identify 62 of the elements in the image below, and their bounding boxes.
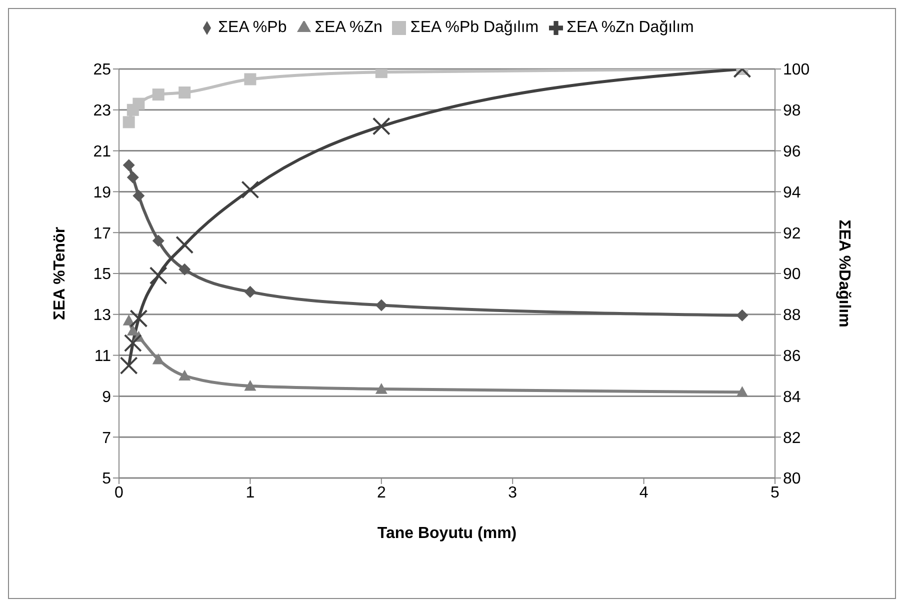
y-tick-label: 21 bbox=[93, 143, 112, 160]
y-tick-label: 5 bbox=[102, 470, 112, 488]
y2-tick-label: 94 bbox=[783, 184, 801, 202]
legend-label: ΣEA %Pb bbox=[218, 19, 287, 36]
y-tick-label: 7 bbox=[102, 430, 112, 447]
y2-tick-label: 86 bbox=[783, 348, 801, 365]
x-tick-label: 1 bbox=[246, 484, 255, 502]
y2-tick-label: 100 bbox=[783, 62, 810, 79]
point bbox=[375, 299, 388, 312]
point bbox=[122, 116, 135, 128]
point bbox=[152, 353, 164, 364]
y-axis-title: ΣEA %Tenör bbox=[52, 226, 69, 320]
y2-tick-label: 98 bbox=[783, 102, 801, 120]
x-tick-label: 0 bbox=[114, 484, 124, 502]
point bbox=[126, 324, 139, 336]
x-tick-label: 5 bbox=[770, 484, 780, 502]
x-tick-label: 4 bbox=[639, 484, 648, 502]
y2-tick-label: 88 bbox=[783, 307, 801, 324]
point bbox=[178, 263, 191, 276]
legend-label: ΣEA %Zn bbox=[314, 19, 382, 36]
point bbox=[176, 236, 194, 254]
point bbox=[122, 159, 135, 172]
point bbox=[178, 370, 191, 381]
point bbox=[736, 386, 748, 397]
point bbox=[132, 98, 145, 110]
point bbox=[122, 314, 135, 326]
point bbox=[241, 180, 260, 199]
x-tick-label: 2 bbox=[376, 484, 386, 502]
point bbox=[244, 380, 256, 391]
y2-tick-label: 90 bbox=[783, 266, 801, 284]
point bbox=[375, 383, 388, 394]
point bbox=[244, 73, 256, 86]
y2-tick-label: 84 bbox=[783, 388, 801, 406]
point bbox=[149, 266, 168, 285]
y-tick-label: 25 bbox=[93, 62, 112, 79]
x-axis-title: Tane Boyutu (mm) bbox=[377, 525, 517, 542]
point bbox=[152, 234, 164, 247]
y2-tick-label: 96 bbox=[783, 143, 801, 160]
point bbox=[132, 190, 145, 202]
y2-tick-label: 80 bbox=[783, 470, 801, 488]
point bbox=[130, 309, 148, 328]
point bbox=[152, 88, 164, 101]
point bbox=[120, 356, 138, 375]
y2-tick-label: 82 bbox=[783, 430, 801, 447]
point bbox=[178, 86, 191, 99]
point bbox=[124, 334, 142, 352]
y-tick-label: 23 bbox=[93, 102, 112, 120]
legend-label: ΣEA %Zn Dağılım bbox=[566, 19, 694, 36]
y-tick-label: 15 bbox=[93, 266, 112, 284]
y-tick-label: 17 bbox=[93, 225, 112, 242]
point bbox=[126, 171, 139, 184]
y-tick-label: 11 bbox=[94, 348, 112, 365]
point bbox=[736, 309, 748, 322]
legend-label: ΣEA %Pb Dağılım bbox=[410, 19, 539, 36]
y2-axis-title: ΣEA %Dağılım bbox=[835, 220, 852, 328]
point bbox=[244, 286, 256, 298]
y-tick-label: 9 bbox=[102, 388, 112, 406]
y-tick-label: 13 bbox=[93, 307, 112, 324]
x-tick-label: 3 bbox=[508, 484, 518, 502]
y-tick-label: 19 bbox=[93, 184, 112, 202]
point bbox=[372, 117, 390, 136]
y2-tick-label: 92 bbox=[783, 225, 801, 242]
